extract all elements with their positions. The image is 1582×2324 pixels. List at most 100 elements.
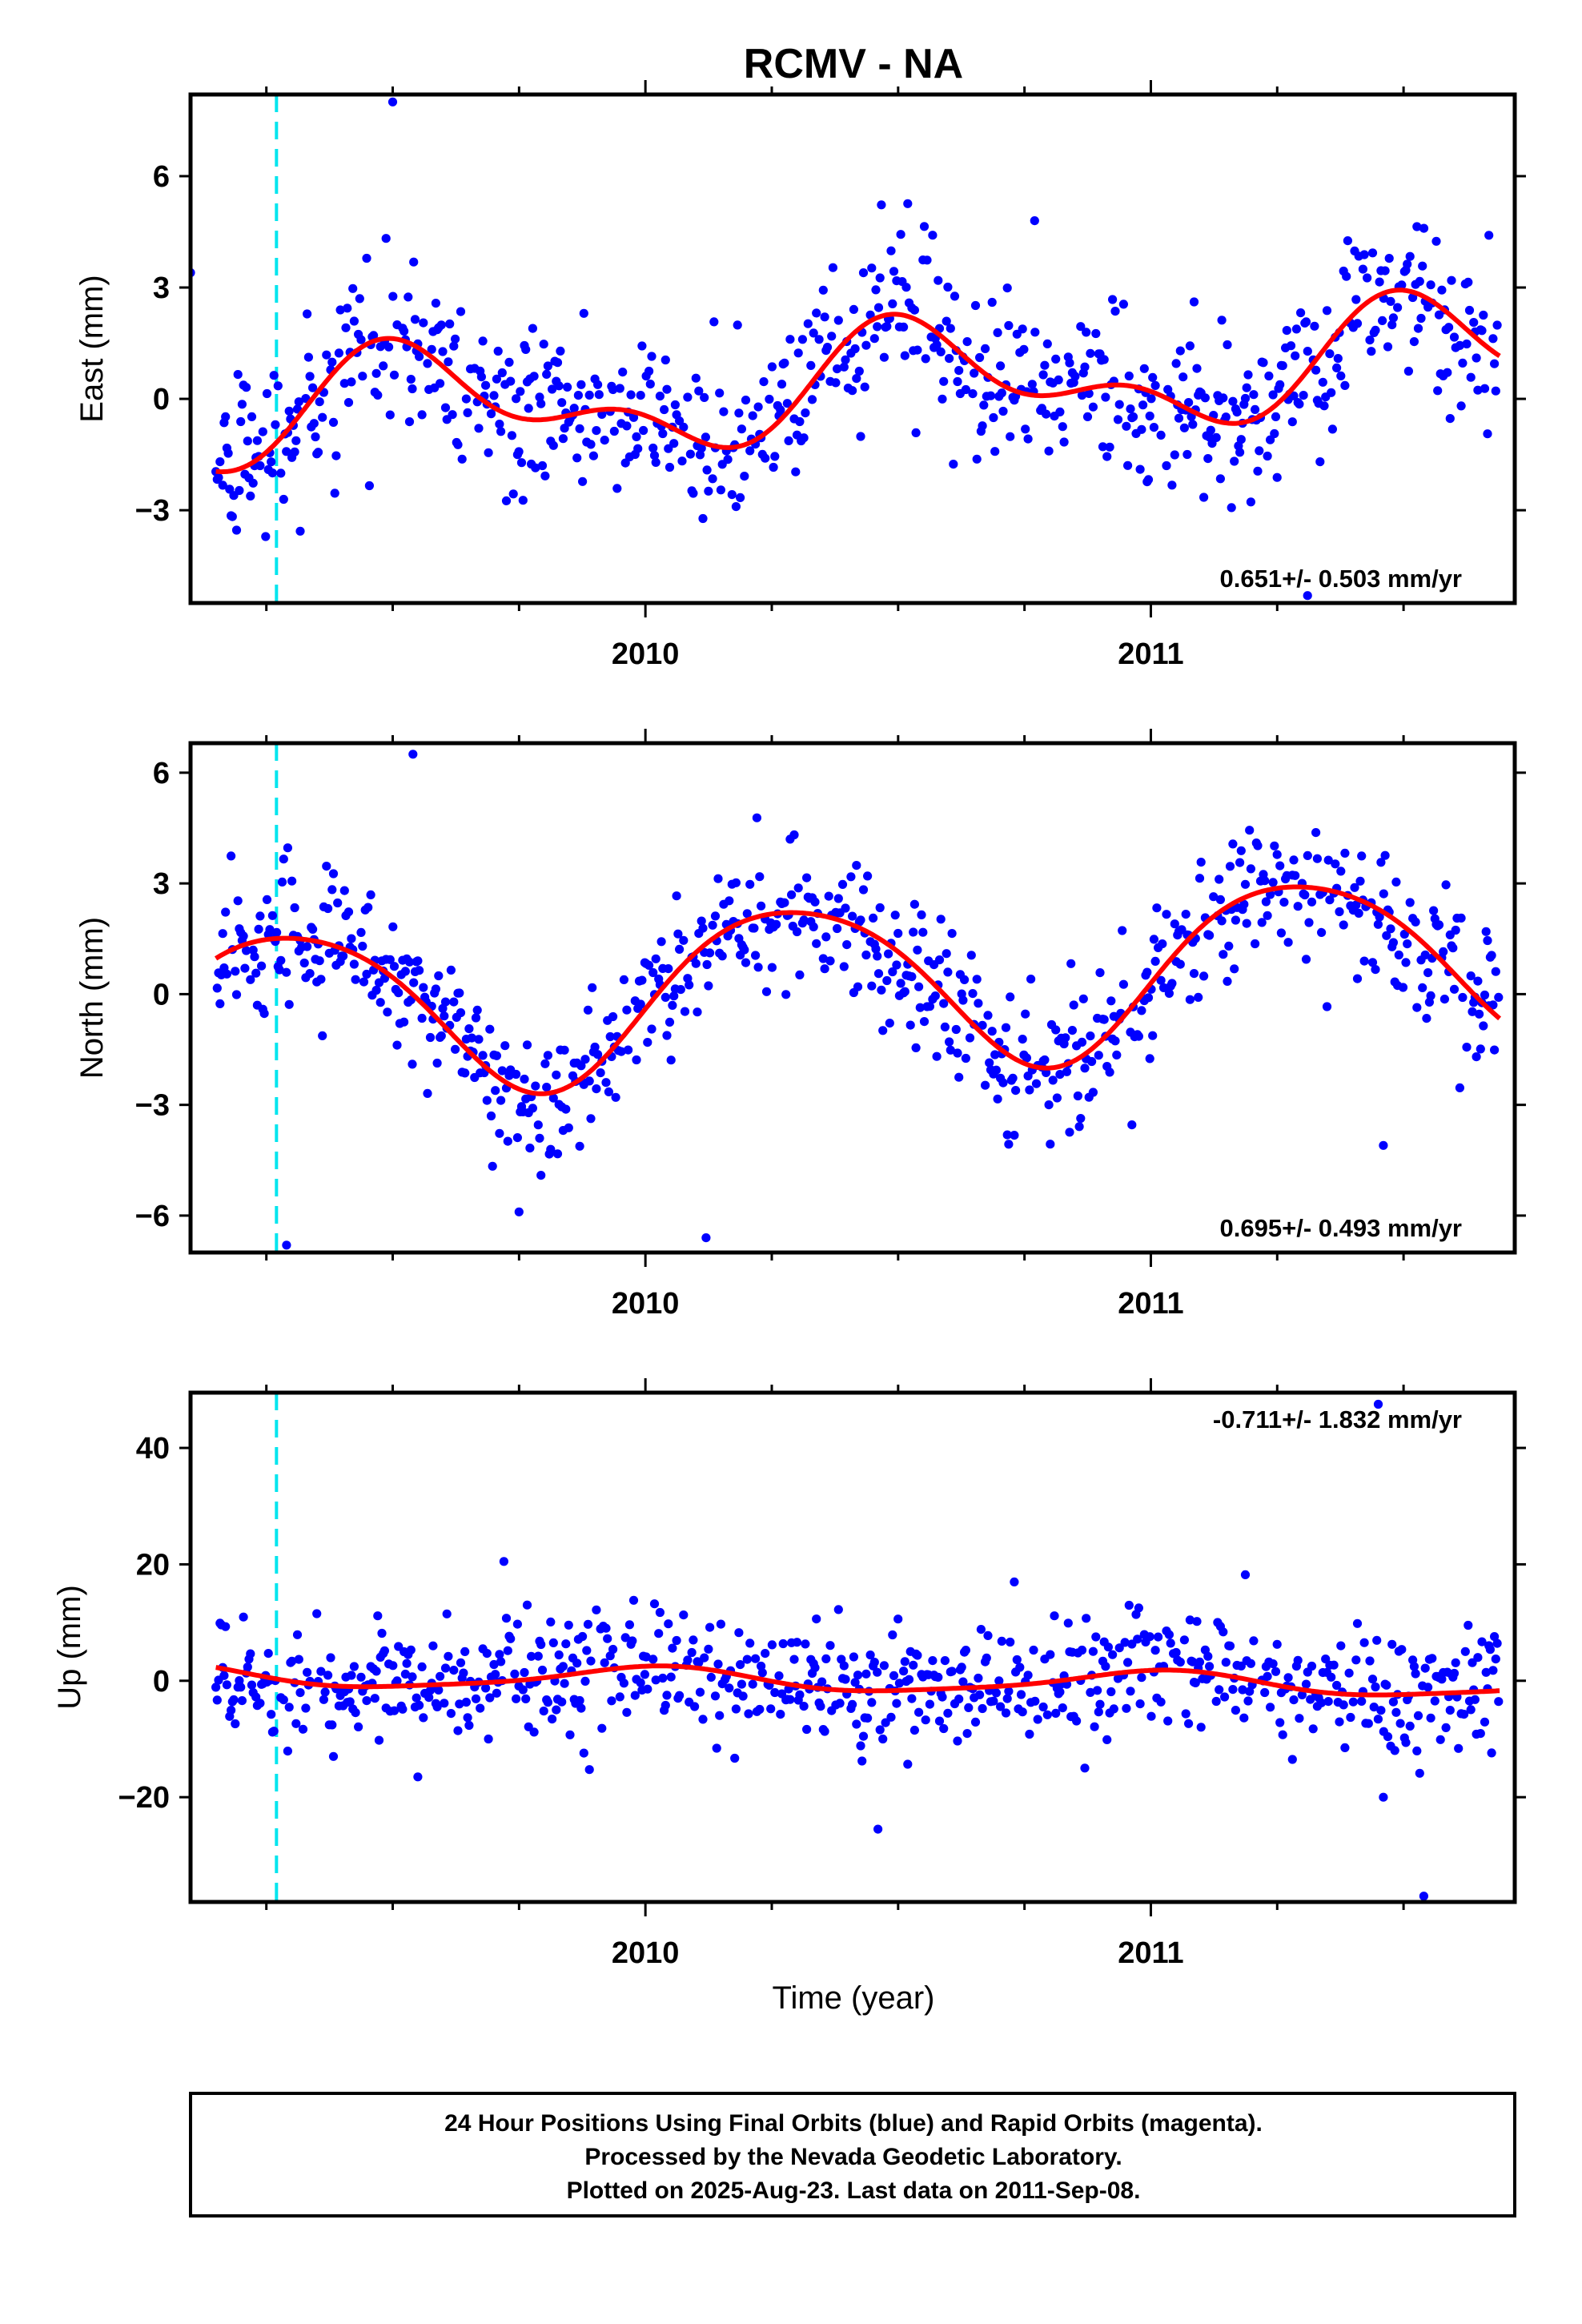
- data-point: [548, 1715, 557, 1724]
- data-point: [877, 985, 886, 995]
- data-point: [932, 1051, 942, 1061]
- velocity-label: -0.711+/- 1.832 mm/yr: [1213, 1405, 1462, 1433]
- data-point: [737, 1679, 747, 1689]
- data-point: [431, 984, 441, 994]
- data-point: [294, 1655, 303, 1664]
- data-point: [218, 929, 227, 939]
- data-point: [664, 964, 673, 974]
- data-point: [704, 1644, 713, 1654]
- data-point: [1215, 474, 1225, 484]
- data-point: [666, 1672, 676, 1682]
- data-point: [624, 1045, 633, 1055]
- data-point: [833, 364, 842, 374]
- data-point: [761, 453, 770, 463]
- data-point: [1148, 1031, 1158, 1040]
- data-point: [412, 1693, 421, 1703]
- data-point: [886, 246, 896, 255]
- data-point: [460, 1068, 470, 1078]
- y-tick-label: −6: [135, 1200, 170, 1233]
- data-point: [658, 1673, 668, 1683]
- data-point: [1224, 941, 1234, 951]
- data-point: [1065, 358, 1074, 368]
- data-point: [267, 468, 277, 478]
- data-point: [1443, 368, 1452, 377]
- data-point: [1322, 306, 1332, 316]
- data-point: [356, 1672, 366, 1682]
- data-point: [700, 1653, 709, 1663]
- data-point: [535, 392, 544, 402]
- data-point: [1191, 1678, 1200, 1687]
- data-point: [632, 1055, 641, 1065]
- data-point: [954, 1695, 964, 1704]
- data-point: [873, 969, 884, 979]
- data-point: [1174, 413, 1184, 423]
- data-point: [644, 366, 654, 376]
- data-point: [1303, 347, 1312, 356]
- data-point: [1257, 918, 1267, 927]
- data-point: [878, 1026, 888, 1035]
- data-point: [1447, 275, 1456, 285]
- data-point: [1010, 1577, 1019, 1586]
- data-point: [708, 474, 717, 484]
- data-point: [356, 927, 366, 937]
- data-point: [814, 335, 824, 344]
- data-point: [1278, 361, 1287, 371]
- data-point: [1099, 355, 1109, 364]
- data-point: [1086, 348, 1095, 358]
- data-point: [320, 1687, 330, 1697]
- data-point: [1118, 926, 1127, 935]
- data-point: [776, 405, 785, 415]
- data-point: [255, 460, 265, 471]
- data-point: [812, 1614, 821, 1624]
- data-point: [1143, 475, 1154, 485]
- data-point: [702, 959, 712, 970]
- data-point: [900, 1657, 909, 1667]
- data-point: [276, 955, 286, 965]
- data-point: [460, 1647, 470, 1656]
- data-point: [485, 1024, 495, 1034]
- data-point: [1232, 407, 1242, 417]
- data-point: [889, 267, 899, 276]
- data-point: [753, 402, 763, 412]
- data-point: [531, 1081, 540, 1091]
- data-point: [1455, 1083, 1464, 1092]
- data-point: [1102, 452, 1112, 461]
- data-point: [1253, 466, 1263, 476]
- data-point: [751, 951, 761, 960]
- data-point: [1476, 1044, 1485, 1054]
- data-point: [448, 410, 457, 420]
- data-point: [792, 927, 802, 937]
- data-point: [1069, 1000, 1078, 1010]
- data-point: [308, 383, 318, 392]
- data-point: [1460, 1647, 1470, 1656]
- data-point: [701, 1233, 711, 1243]
- data-point: [1412, 222, 1422, 231]
- data-point: [476, 1703, 485, 1713]
- data-point: [557, 398, 567, 408]
- data-point: [1339, 920, 1348, 930]
- data-point: [717, 951, 727, 961]
- data-point: [1439, 995, 1449, 1004]
- data-point: [767, 1640, 777, 1650]
- data-point: [1122, 1703, 1131, 1713]
- data-point: [1146, 394, 1156, 404]
- data-point: [1483, 429, 1492, 439]
- data-point: [909, 305, 919, 315]
- data-point: [799, 1702, 809, 1711]
- data-point: [400, 1669, 410, 1679]
- data-point: [459, 1668, 468, 1678]
- data-point: [246, 491, 255, 501]
- data-point: [1219, 950, 1228, 959]
- data-point: [1040, 1055, 1050, 1065]
- data-point: [362, 1696, 371, 1706]
- data-point: [1473, 1653, 1483, 1663]
- data-point: [660, 404, 669, 415]
- data-point: [1359, 250, 1369, 259]
- data-point: [1336, 1641, 1346, 1651]
- data-point: [828, 263, 837, 272]
- data-point: [1194, 992, 1203, 1002]
- data-point: [243, 436, 252, 446]
- data-point: [810, 897, 820, 907]
- data-point: [583, 1005, 593, 1015]
- data-point: [575, 1695, 584, 1706]
